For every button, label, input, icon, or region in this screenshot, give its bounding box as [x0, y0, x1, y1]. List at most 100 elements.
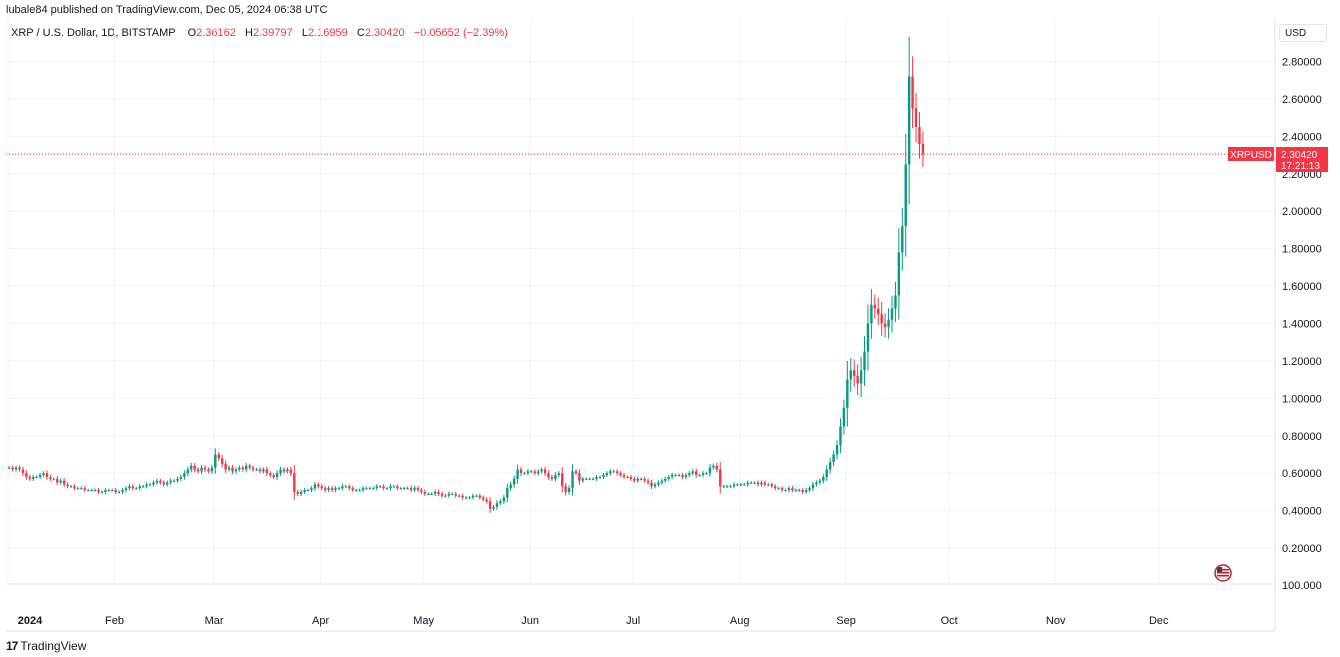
- candle-body: [640, 478, 643, 480]
- candle-body: [746, 482, 749, 485]
- candle-body: [901, 226, 904, 253]
- low-value: 2.16959: [307, 27, 348, 39]
- candle-body: [227, 467, 231, 470]
- candle-body: [262, 469, 265, 472]
- candle-body: [385, 488, 389, 490]
- candle-body: [732, 484, 736, 487]
- candle-body: [612, 471, 615, 473]
- candle-body: [372, 488, 375, 490]
- candle-body: [660, 480, 664, 483]
- candle-body: [863, 351, 866, 371]
- candle-body: [265, 469, 269, 474]
- candle-body: [258, 469, 262, 472]
- time-axis[interactable]: 2024 Feb Mar Apr May Jun Jul Aug Sep Oct Nov Dec: [18, 615, 1169, 627]
- candle-body: [492, 506, 495, 509]
- candle-body: [688, 473, 691, 476]
- change-value: −0.05652 (−2.39%): [413, 27, 508, 39]
- candle-body: [856, 375, 859, 384]
- high-label: H: [245, 27, 253, 39]
- time-tick-label: Jul: [626, 615, 640, 627]
- candle-body: [567, 488, 571, 492]
- candle-body: [286, 469, 289, 472]
- candle-body: [739, 484, 743, 486]
- candle-body: [870, 304, 873, 324]
- candle-body: [784, 490, 787, 492]
- candle-body: [152, 482, 155, 485]
- candles: [8, 36, 925, 513]
- close-label: C: [356, 27, 365, 39]
- candle-body: [8, 467, 11, 469]
- candle-body: [547, 473, 550, 477]
- us-flag-event-icon[interactable]: [1214, 564, 1232, 582]
- candle-body: [179, 476, 183, 479]
- candle-body: [777, 488, 780, 490]
- candle-body: [681, 475, 684, 477]
- price-tick-label: 1.00000: [1282, 393, 1322, 405]
- candle-body: [25, 473, 28, 477]
- high-value: 2.39797: [252, 27, 293, 39]
- time-tick-label: Aug: [730, 615, 750, 627]
- candle-body: [344, 486, 348, 488]
- candle-body: [849, 370, 852, 380]
- candle-body: [894, 295, 897, 309]
- candle-body: [80, 488, 83, 490]
- candle-body: [880, 314, 883, 324]
- tradingview-logo[interactable]: 17 TradingView: [6, 639, 86, 653]
- candle-body: [396, 486, 399, 489]
- candle-body: [667, 476, 670, 479]
- candle-body: [141, 486, 145, 488]
- candle-body: [557, 473, 560, 476]
- candle-body: [636, 478, 640, 481]
- candle-body: [708, 467, 712, 474]
- candle-body: [378, 486, 382, 488]
- candle-body: [111, 490, 114, 492]
- candle-body: [423, 491, 427, 494]
- symbol-legend: XRP / U.S. Dollar, 1D, BITSTAMP O2.36162…: [11, 27, 508, 39]
- price-tick-label: 100.000: [1282, 580, 1322, 592]
- candle-body: [454, 493, 457, 496]
- price-axis[interactable]: 2.800002.600002.400002.200002.000001.800…: [1282, 57, 1322, 593]
- candle-body: [437, 491, 440, 494]
- currency-button[interactable]: USD: [1279, 24, 1327, 42]
- candle-body: [622, 475, 626, 477]
- candle-body: [760, 482, 763, 485]
- candle-body: [581, 478, 585, 481]
- candle-body: [664, 478, 667, 481]
- candle-body: [591, 478, 595, 480]
- candle-body: [585, 478, 588, 480]
- candle-body: [598, 476, 602, 478]
- candle-body: [794, 490, 798, 492]
- price-tick-label: 0.40000: [1282, 506, 1322, 518]
- candle-body: [770, 484, 773, 487]
- candle-body: [104, 490, 107, 492]
- candle-body: [138, 486, 141, 489]
- candle-body: [38, 475, 42, 477]
- price-tick-label: 2.60000: [1282, 94, 1322, 106]
- tradingview-logo-mark: 17: [6, 639, 18, 653]
- candle-body: [272, 475, 275, 477]
- candle-body: [605, 473, 609, 476]
- symbol-title[interactable]: XRP / U.S. Dollar, 1D, BITSTAMP: [11, 27, 176, 39]
- candle-body: [804, 490, 808, 492]
- candle-body: [162, 482, 165, 485]
- candle-body: [873, 304, 877, 309]
- candle-body: [293, 473, 296, 492]
- candle-body: [530, 471, 533, 473]
- candle-body: [519, 469, 523, 474]
- candle-body: [883, 323, 887, 328]
- candle-body: [207, 469, 210, 472]
- candle-body: [499, 501, 502, 504]
- candle-body: [646, 480, 650, 483]
- time-tick-label: May: [413, 615, 434, 627]
- candle-body: [540, 469, 543, 472]
- candle-body: [21, 469, 25, 474]
- candle-body: [269, 473, 272, 476]
- candle-body: [595, 476, 598, 479]
- candle-body: [657, 482, 660, 485]
- candle-body: [275, 473, 279, 477]
- candle-body: [743, 484, 746, 486]
- candle-body: [155, 480, 159, 483]
- candle-body: [190, 465, 193, 470]
- price-tick-label: 2.00000: [1282, 206, 1322, 218]
